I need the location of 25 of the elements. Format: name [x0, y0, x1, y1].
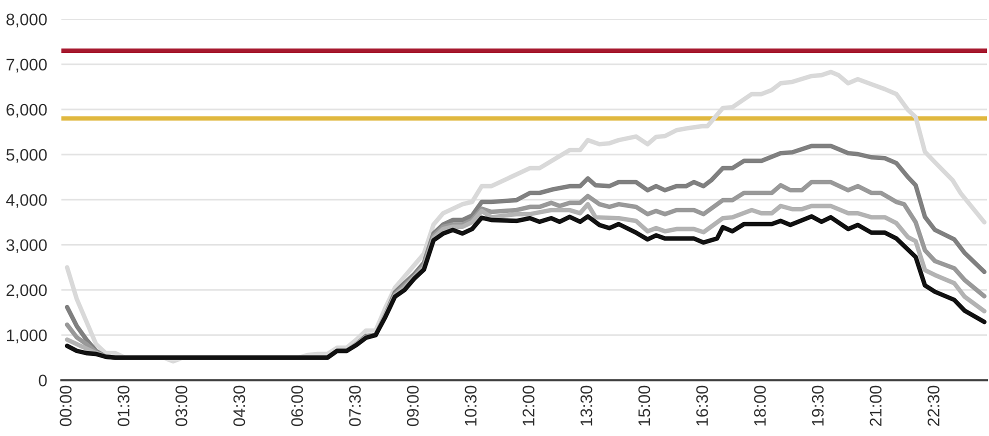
x-tick-label: 15:00: [638, 386, 650, 426]
y-tick-label: 2,000: [6, 284, 47, 298]
x-tick-label: 16:30: [696, 386, 708, 426]
x-tick-label: 12:00: [522, 386, 534, 426]
y-tick-label: 6,000: [6, 104, 47, 118]
y-tick-label: 5,000: [6, 148, 47, 163]
y-tick-label: 0: [38, 374, 47, 386]
y-tick-label: 4,000: [6, 194, 47, 208]
y-tick-label: 3,000: [6, 239, 47, 253]
x-tick-label: 19:30: [812, 386, 824, 426]
x-tick-label: 09:00: [406, 386, 419, 426]
x-tick-label: 01:30: [118, 386, 130, 426]
x-tick-label: 04:30: [233, 386, 246, 426]
x-tick-label: 21:00: [870, 386, 882, 426]
x-tick-label: 22:30: [928, 386, 940, 426]
x-tick-label: 10:30: [464, 386, 477, 426]
x-tick-label: 13:30: [580, 386, 592, 426]
x-tick-label: 00:00: [60, 386, 72, 426]
y-tick-label: 8,000: [6, 14, 47, 28]
x-tick-label: 06:00: [291, 386, 304, 426]
y-tick-label: 1,000: [6, 329, 47, 344]
x-tick-label: 03:00: [175, 386, 188, 426]
y-tick-label: 7,000: [6, 58, 47, 72]
x-tick-label: 07:30: [349, 386, 361, 426]
x-tick-label: 18:00: [754, 386, 766, 426]
